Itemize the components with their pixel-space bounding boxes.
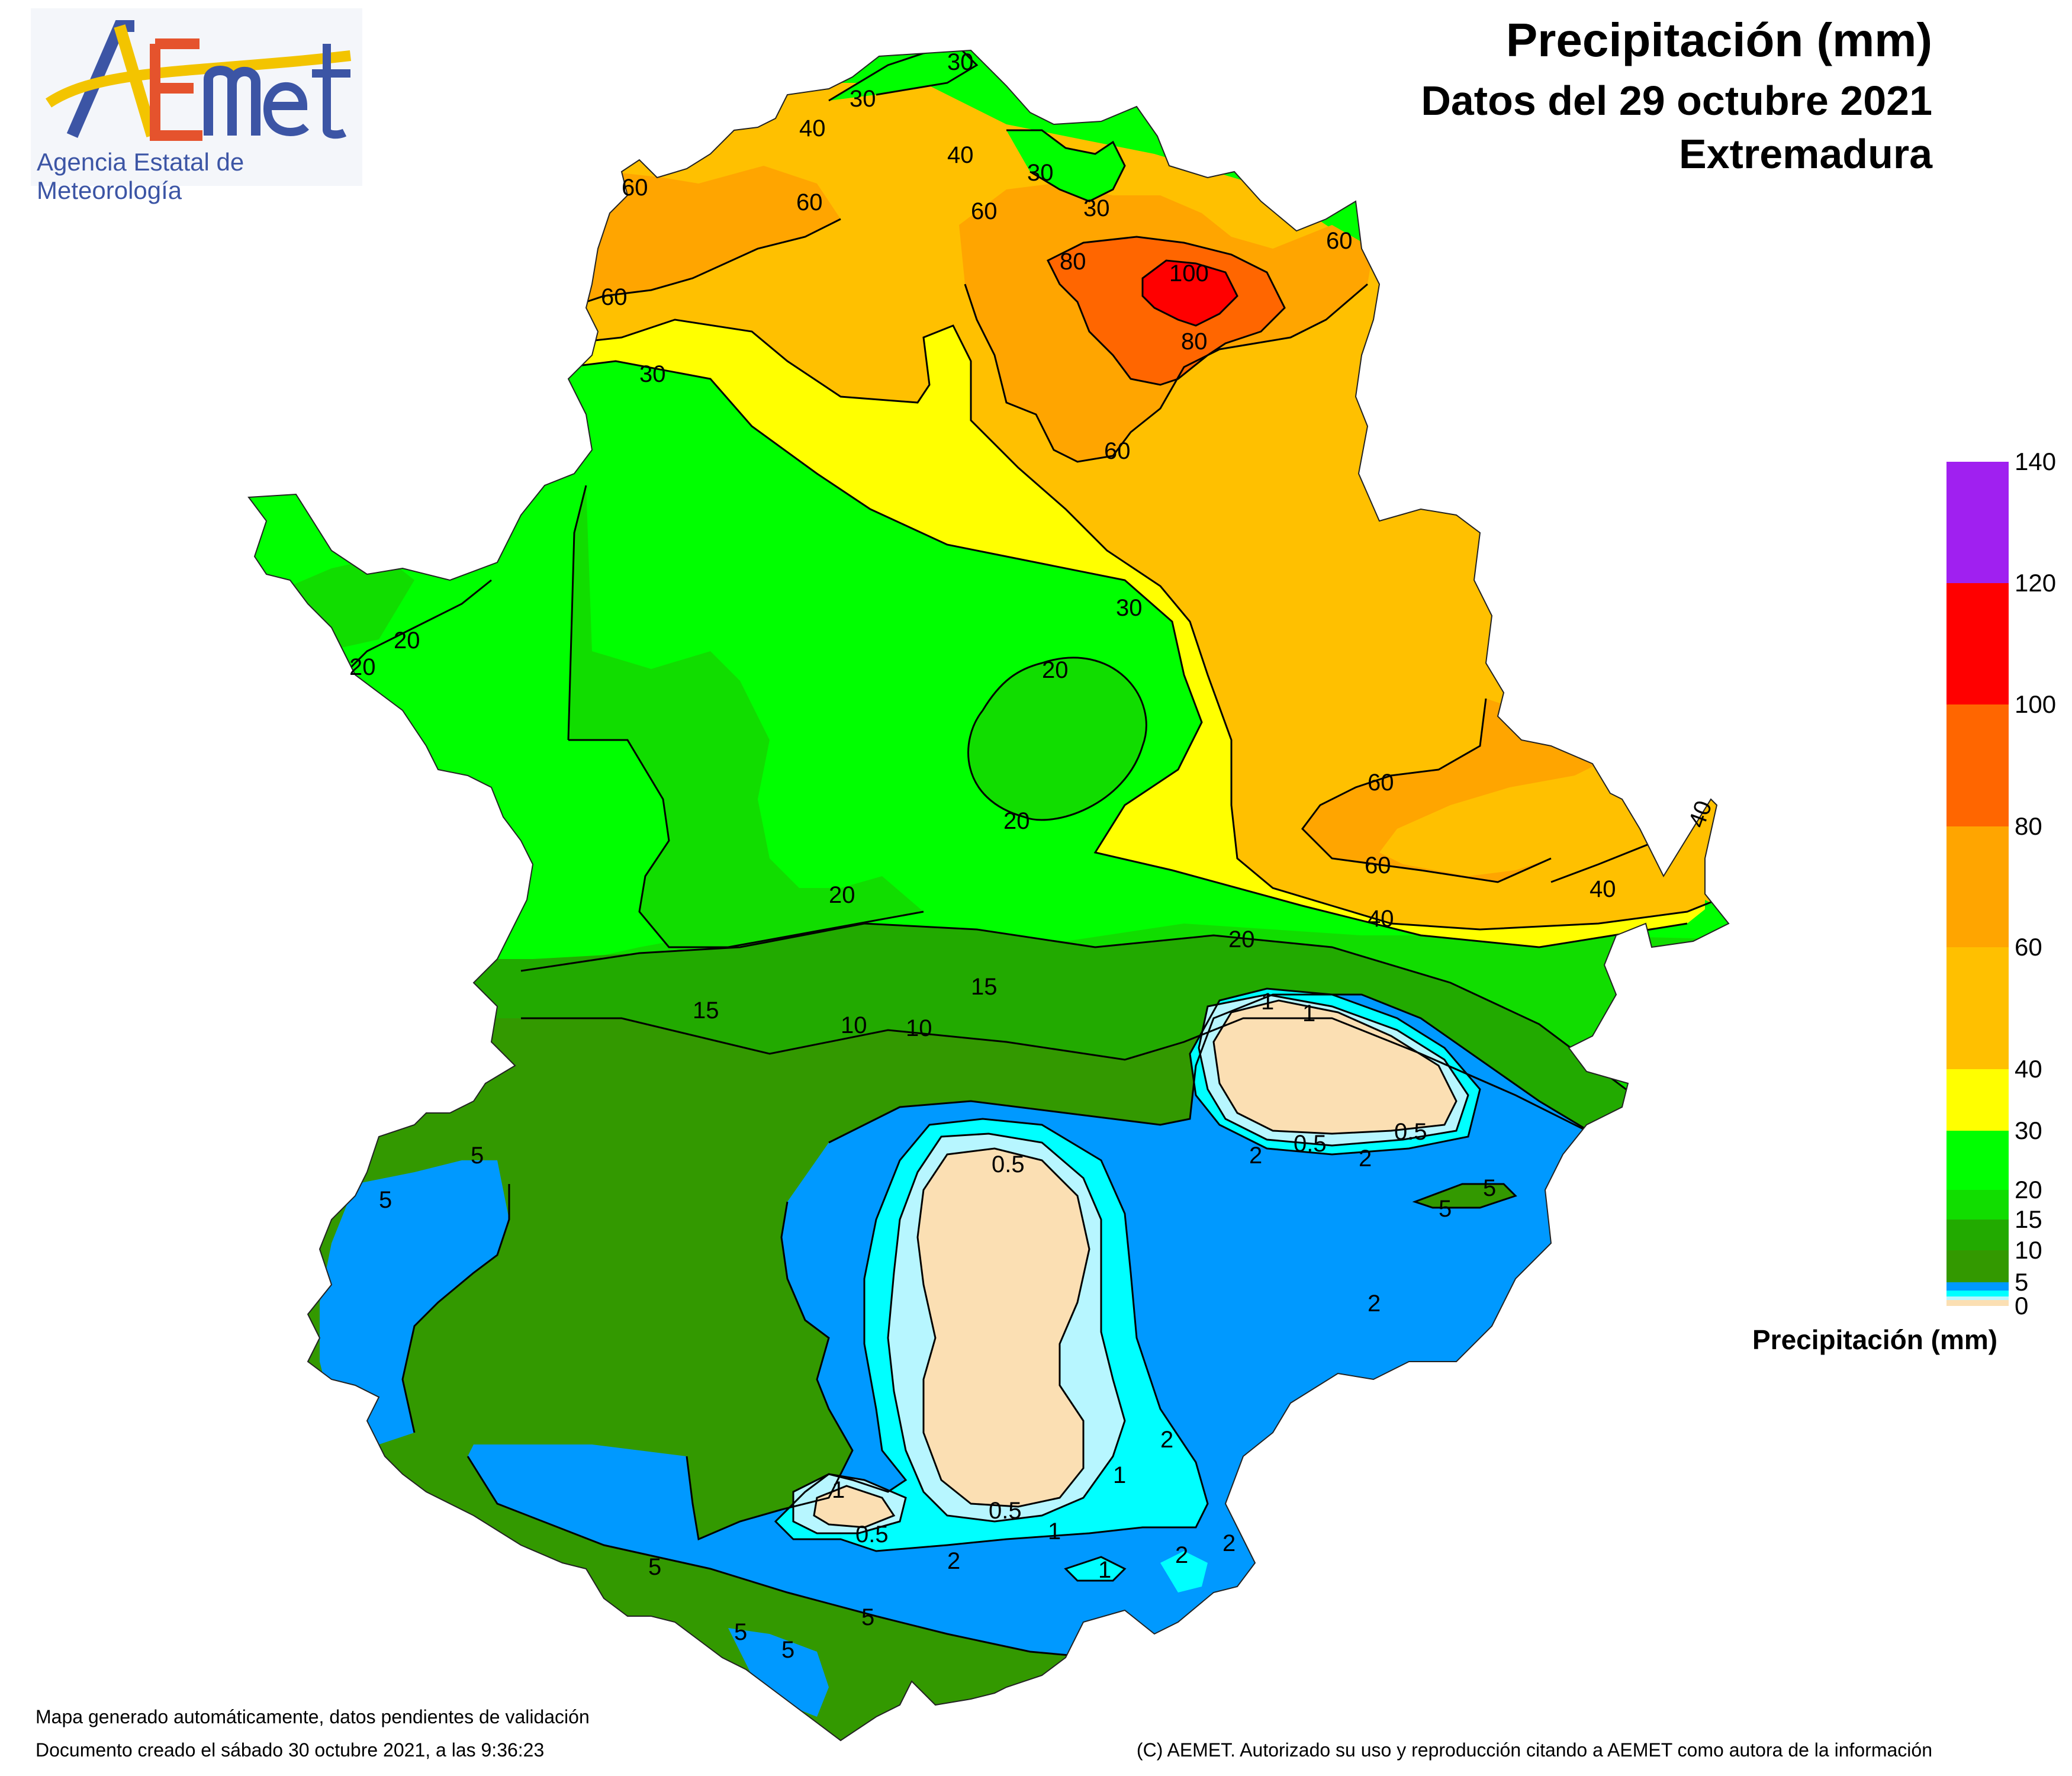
contour-label: 5 — [471, 1143, 484, 1169]
legend-tick: 20 — [2015, 1176, 2042, 1204]
contour-label: 5 — [648, 1554, 661, 1580]
contour-label: 30 — [1027, 160, 1054, 186]
legend-color-segment — [1946, 947, 2009, 1069]
aemet-logo-mark — [46, 20, 352, 141]
contour-label: 2 — [1359, 1146, 1372, 1172]
contour-label: 20 — [1003, 808, 1030, 834]
footer-note-created: Documento creado el sábado 30 octubre 20… — [36, 1739, 545, 1761]
contour-value-labels: 30 30 40 40 30 30 60 60 60 60 80 100 80 … — [349, 49, 1717, 1663]
contour-label: 20 — [349, 654, 376, 680]
map-date: Datos del 29 octubre 2021 — [1421, 78, 1932, 124]
legend-tick: 60 — [2015, 933, 2042, 961]
contour-label: 1 — [1261, 989, 1274, 1015]
contour-label: 15 — [693, 998, 719, 1024]
contour-label: 10 — [906, 1015, 932, 1041]
legend-color-segment — [1946, 1282, 2009, 1291]
contour-label: 0.5 — [1394, 1119, 1427, 1145]
contour-label: 5 — [861, 1604, 874, 1630]
contour-label: 40 — [947, 142, 974, 168]
contour-label: 5 — [734, 1619, 747, 1645]
legend-color-segment — [1946, 1131, 2009, 1190]
legend-tick: 15 — [2015, 1205, 2042, 1233]
contour-label: 0.5 — [989, 1498, 1022, 1524]
contour-label: 2 — [1368, 1291, 1381, 1317]
contour-label: 10 — [841, 1012, 867, 1038]
contour-label: 20 — [1042, 657, 1069, 683]
contour-label: 40 — [799, 115, 826, 141]
contour-label: 2 — [1175, 1542, 1188, 1568]
contour-label: 1 — [1113, 1462, 1126, 1488]
legend-color-segment — [1946, 583, 2009, 704]
contour-label: 60 — [1104, 438, 1131, 464]
contour-label: 60 — [1368, 770, 1394, 796]
contour-label: 2 — [1249, 1143, 1262, 1169]
contour-label: 20 — [829, 882, 855, 908]
contour-label: 2 — [947, 1548, 960, 1574]
legend-tick: 5 — [2015, 1268, 2029, 1296]
contour-label: 0.5 — [1294, 1131, 1327, 1157]
precipitation-legend — [1946, 457, 2009, 1306]
contour-label: 15 — [971, 974, 998, 1000]
contour-label: 1 — [1098, 1557, 1111, 1583]
contour-label: 5 — [1483, 1175, 1496, 1201]
contour-label: 60 — [1365, 852, 1391, 879]
contour-label: 5 — [781, 1637, 794, 1663]
contour-label: 30 — [1083, 195, 1110, 221]
contour-label: 30 — [1116, 595, 1143, 621]
legend-tick: 140 — [2015, 448, 2057, 475]
contour-label: 1 — [1302, 1000, 1315, 1027]
footer-note-validation: Mapa generado automáticamente, datos pen… — [36, 1706, 590, 1727]
legend-color-segment — [1946, 1300, 2009, 1306]
aemet-logo: Agencia Estatal de Meteorología — [31, 8, 362, 204]
legend-tick: 10 — [2015, 1236, 2042, 1264]
map-title: Precipitación (mm) — [1505, 14, 1932, 66]
legend-color-segment — [1946, 1296, 2009, 1300]
agency-name: Agencia Estatal de Meteorología — [37, 148, 244, 204]
contour-label: 30 — [850, 86, 876, 112]
legend-tick: 0 — [2015, 1292, 2029, 1320]
contour-label: 80 — [1181, 329, 1208, 355]
contour-label: 0.5 — [855, 1521, 889, 1547]
footer-copyright: (C) AEMET. Autorizado su uso y reproducc… — [1136, 1739, 1932, 1761]
contour-label: 40 — [1368, 906, 1394, 932]
legend-tick: 80 — [2015, 812, 2042, 840]
contour-label: 60 — [601, 284, 628, 310]
legend-tick: 100 — [2015, 690, 2057, 718]
contour-label: 30 — [639, 361, 666, 387]
legend-color-segment — [1946, 826, 2009, 947]
contour-label: 0.5 — [992, 1151, 1025, 1177]
legend-color-segment — [1946, 1250, 2009, 1282]
contour-label: 1 — [832, 1477, 845, 1503]
map-region: Extremadura — [1679, 131, 1932, 177]
legend-color-segment — [1946, 1069, 2009, 1131]
contour-label: 20 — [1228, 926, 1255, 953]
legend-color-segment — [1946, 704, 2009, 826]
contour-label: 80 — [1060, 249, 1086, 275]
contour-label: 30 — [947, 49, 974, 75]
legend-tick: 40 — [2015, 1055, 2042, 1083]
legend-title: Precipitación (mm) — [1752, 1324, 1998, 1355]
contour-label: 20 — [394, 628, 420, 654]
legend-color-segment — [1946, 1291, 2009, 1296]
contour-label: 60 — [1326, 228, 1353, 254]
legend-color-segment — [1946, 1190, 2009, 1220]
contour-label: 5 — [379, 1187, 392, 1213]
contour-label: 5 — [1439, 1196, 1452, 1222]
legend-color-segment — [1946, 1220, 2009, 1250]
contour-label: 60 — [971, 198, 998, 224]
contour-label: 60 — [796, 189, 823, 215]
contour-label: 2 — [1222, 1530, 1236, 1556]
legend-color-segment — [1946, 462, 2009, 583]
contour-label: 100 — [1169, 260, 1209, 287]
legend-tick: 120 — [2015, 569, 2057, 597]
contour-label: 60 — [622, 175, 648, 201]
contour-label: 2 — [1160, 1427, 1173, 1453]
contour-label: 40 — [1590, 876, 1616, 902]
contour-lines — [330, 50, 1729, 1659]
legend-tick: 30 — [2015, 1117, 2042, 1144]
contour-label: 1 — [1048, 1518, 1061, 1545]
